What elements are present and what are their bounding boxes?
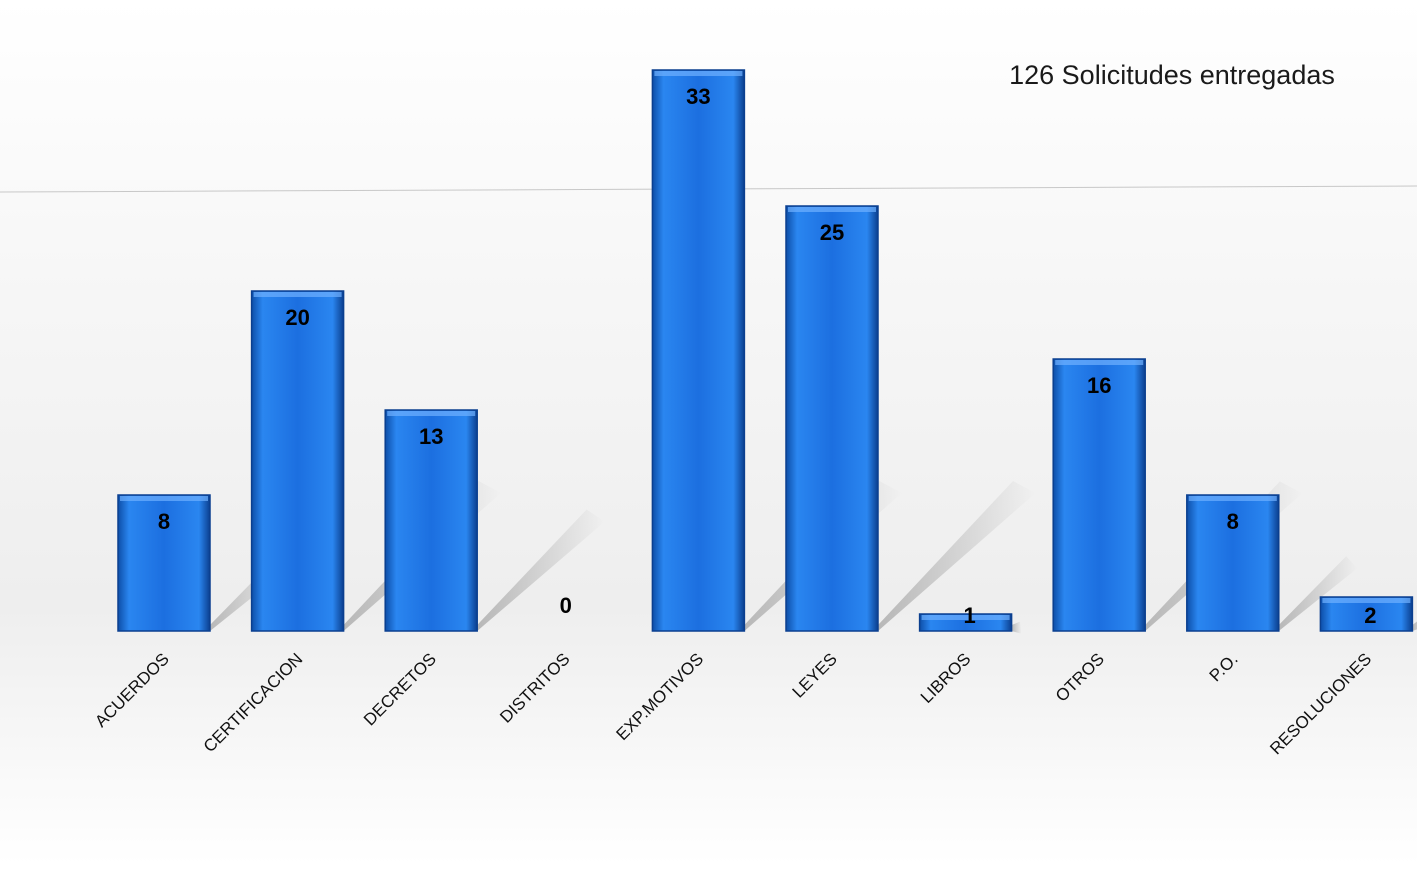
bar-top-bevel — [788, 207, 876, 212]
bar — [250, 290, 345, 632]
value-label: 8 — [1227, 509, 1239, 534]
value-label: 33 — [686, 84, 710, 109]
bar-top-bevel — [1055, 360, 1144, 365]
labels-layer: 8 20 13 0 33 25 1 16 8 2 — [158, 84, 1377, 628]
bar-top-bevel — [120, 496, 208, 501]
bar-top-bevel — [921, 615, 1010, 620]
value-label: 2 — [1364, 603, 1376, 628]
bar — [1052, 358, 1146, 632]
value-label: 0 — [560, 593, 572, 618]
bar — [1186, 494, 1280, 632]
bar — [651, 69, 746, 632]
chart-title: 126 Solicitudes entregadas — [1009, 60, 1335, 90]
value-label: 1 — [963, 603, 975, 628]
value-label: 8 — [158, 509, 170, 534]
bar-shadow — [1011, 621, 1022, 634]
value-label: 25 — [820, 220, 844, 245]
bars-layer — [117, 69, 1414, 632]
bar-top-bevel — [387, 411, 476, 416]
bar — [384, 409, 478, 632]
value-label: 16 — [1087, 373, 1111, 398]
bar-top-bevel — [1322, 598, 1411, 603]
bar-shadow — [1412, 621, 1417, 631]
bar-top-bevel — [253, 292, 342, 297]
bar-top-bevel — [1188, 496, 1277, 501]
bar-shadow — [878, 481, 1036, 631]
bar-shadow — [1278, 556, 1358, 631]
value-label: 20 — [285, 305, 309, 330]
value-label: 13 — [419, 424, 443, 449]
bar-top-bevel — [654, 71, 743, 76]
bar — [117, 494, 211, 632]
bar-shadow — [477, 509, 605, 631]
bar — [785, 205, 879, 632]
